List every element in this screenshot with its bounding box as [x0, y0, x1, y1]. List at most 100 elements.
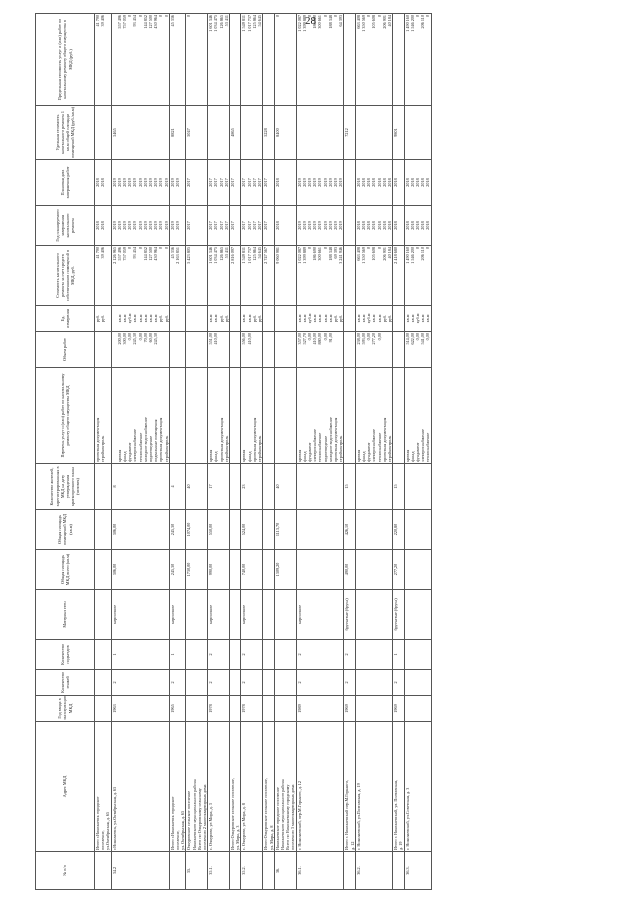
- cell-year-complete: 2018 2018 2018 2018 2018 2018 2018: [355, 205, 393, 246]
- cell-year-complete: 2018: [274, 205, 297, 246]
- cell-address-line: ул. Октябрьская, д. 65: [180, 810, 186, 850]
- cell-year: 1969: [343, 695, 356, 722]
- cell-total-area: 1730,00: [185, 549, 208, 590]
- cell-plan-date: 2017 2017 2017 2017: [207, 159, 230, 206]
- cell-limit-cost-line: 0: [163, 15, 169, 18]
- table-row: 35.2. с. Очкурово, ул Мира, д. 8 1978 2 2 кир…: [240, 13, 263, 890]
- cell-plan-date: 2018 2018: [94, 159, 112, 206]
- cell-entrances: [274, 639, 297, 670]
- cell-limit-cost: 41 790 39 406: [94, 13, 112, 106]
- table-row: Итого Очкуровское сельское поселение, ул.…: [262, 13, 275, 890]
- cell-residents: [404, 463, 432, 510]
- table-row: 36.3. г. Николаевский, ул.Советская, д. 3…: [404, 13, 432, 890]
- cell-premises-area: [355, 509, 393, 550]
- table-row: Итого Очкуровское сельское поселение, ул.…: [229, 13, 241, 890]
- cell-volume: 514,00 622,00 0,00 541,00 0,00: [404, 331, 432, 368]
- table-body: Итого г.Николаевск городское поселение, ул…: [94, 13, 432, 890]
- cell-residents: 23: [240, 463, 263, 510]
- cell-address: Итого Очкуровское сельское поселение, ул.…: [229, 721, 241, 852]
- cell-premises-area: 220,80: [392, 509, 405, 550]
- cell-works: кровля фасад фундамент электроснабжение тепл…: [111, 367, 170, 464]
- cell-entrances: [229, 639, 241, 670]
- cell-total-area: [296, 549, 344, 590]
- cell-number: 35.1.: [207, 851, 230, 890]
- cell-entrances: 1: [111, 639, 170, 670]
- cell-volume-line: [257, 333, 262, 366]
- cell-premises-area: 550,00: [207, 509, 230, 550]
- cell-unit: кв.м кв.м руб. руб.: [240, 305, 263, 332]
- cell-cost-line: 2 747 567: [263, 247, 269, 264]
- cell-year-complete: 2019 2019: [169, 205, 186, 246]
- cell-unit-line: руб.: [386, 314, 392, 323]
- cell-plan-date-line: 2019: [338, 178, 344, 187]
- cell-residents: [94, 463, 112, 510]
- table-row: Итого г.Николаевск городское поселение, ул…: [94, 13, 112, 890]
- cell-year: 1965: [169, 695, 186, 722]
- cell-unit-cost: [94, 105, 112, 160]
- cell-volume: [229, 331, 241, 368]
- cell-wall-material: [404, 589, 432, 640]
- cell-year: [262, 695, 275, 722]
- capital-repair-table: № п/п Адрес МКД Год ввода в эксплуатацию М…: [35, 13, 432, 890]
- cell-total-area: [355, 549, 393, 590]
- cell-plan-date-line: 2017: [263, 178, 269, 187]
- cell-plan-date-line: 2017: [257, 178, 263, 187]
- cell-address-line: г. Николаевский, ул.Полтавская, д. 19: [355, 783, 361, 850]
- cell-year-complete-line: 2018: [274, 221, 280, 230]
- cell-address-line: д. 12: [349, 841, 355, 850]
- cell-unit-cost: 5047: [185, 105, 208, 160]
- column-header: Количество жителей, зарегистрированных в…: [35, 463, 95, 510]
- cell-year: [274, 695, 297, 722]
- cell-residents: 40: [185, 463, 208, 510]
- cell-works: кровля фасад фундамент электроснабжение тепл…: [296, 367, 344, 464]
- cell-total-area: 490,00: [343, 549, 356, 590]
- cell-plan-date-line: 2019: [163, 178, 169, 187]
- cell-year-complete: 2019 2019 2019 2019 2019 2019 2019 2019 2019: [296, 205, 344, 246]
- cell-floors: 2: [207, 669, 230, 696]
- cell-year: 1989: [296, 695, 344, 722]
- cell-address: с. Очкурово, ул Мира, д. 8: [240, 721, 263, 852]
- cell-wall-material: кирпичное: [240, 589, 263, 640]
- column-header: Год планируемого завершения капитального…: [35, 205, 95, 246]
- cell-cost-line: 5 423 805: [186, 247, 192, 264]
- column-header: Удельная стоимость капитального ремонта …: [35, 105, 95, 160]
- cell-plan-date: 2017: [262, 159, 275, 206]
- cell-wall-material: [262, 589, 275, 640]
- cell-limit-cost: 1 490 160 1 546 200 0 206 110 0: [404, 13, 432, 106]
- cell-cost-line: 2 163 851: [175, 247, 181, 264]
- cell-address-line: ул.Октябрьская, д. 65: [105, 811, 111, 850]
- cell-residents: [296, 463, 344, 510]
- cell-plan-date: [343, 159, 356, 206]
- cell-premises-area: 245,30: [169, 509, 186, 550]
- cell-limit-cost: 0: [274, 13, 297, 106]
- cell-year-complete: 2017: [229, 205, 241, 246]
- cell-limit-cost-line: 0: [425, 15, 431, 18]
- cell-works-line: стройконтроль: [223, 435, 229, 462]
- cell-cost: 41 790 39 406: [94, 245, 112, 306]
- cell-cost: 2 747 567: [262, 245, 275, 306]
- cell-limit-cost: [392, 13, 405, 106]
- cell-entrances: [185, 639, 208, 670]
- cell-unit-cost: [296, 105, 344, 160]
- table-row: 35.1. с. Очкурово, ул Мира, д. 3 1978 2 2 кир…: [207, 13, 230, 890]
- cell-address: Николаевское городское поселение Николаев…: [274, 721, 297, 852]
- cell-residents: [355, 463, 393, 510]
- cell-premises-area: 306,00: [111, 509, 170, 550]
- cell-address: Очкуровское сельское поселение Николаевск…: [185, 721, 208, 852]
- cell-unit: [229, 305, 241, 332]
- cell-year-complete-line: 2017: [257, 221, 263, 230]
- cell-volume: 357,00 527,70 0,00 410,00 880,00 0,00 91,00: [296, 331, 344, 368]
- cell-volume: 551,00 410,00: [207, 331, 230, 368]
- cell-cost: 2 816 097: [229, 245, 241, 306]
- column-header: Объем работ: [35, 331, 95, 368]
- cell-limit-cost: 1 601 346 1 034 475 126 865 53 411: [207, 13, 230, 106]
- column-header: Перечень услуг и (или) работ по капиталь…: [35, 367, 95, 464]
- cell-year: [355, 695, 393, 722]
- cell-year-complete: 2018: [392, 205, 405, 246]
- cell-volume: [343, 331, 356, 368]
- cell-floors: [94, 669, 112, 696]
- cell-unit: кв.м кв.м куб.м кв.м кв.м кв.м кв.м кв.м руб. руб…: [111, 305, 170, 332]
- cell-plan-date-line: 2018: [274, 178, 280, 187]
- cell-works-line: стройконтроль: [386, 435, 392, 462]
- page-number: 28: [305, 15, 316, 27]
